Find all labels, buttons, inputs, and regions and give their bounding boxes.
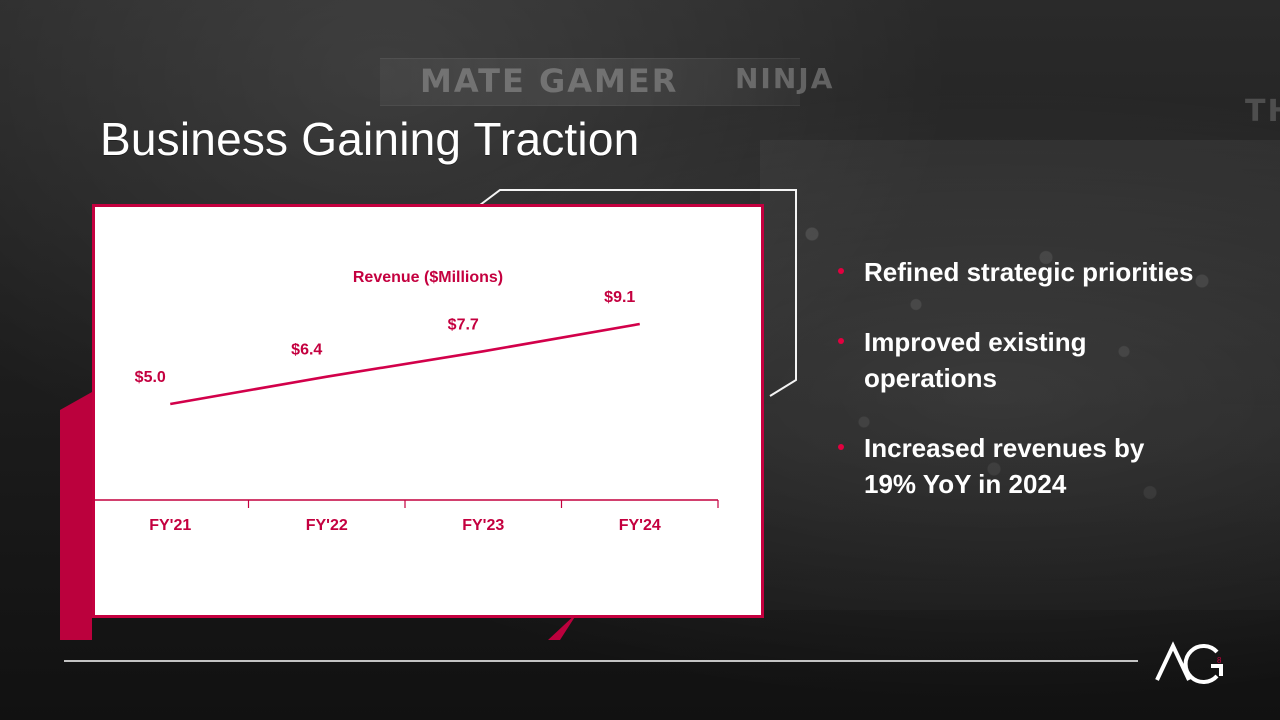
data-label: $5.0 (135, 369, 166, 386)
x-axis-tick-labels: FY'21 FY'22 FY'23 FY'24 (149, 517, 661, 534)
x-axis-tick-label: FY'21 (149, 517, 191, 534)
x-axis-ticks (92, 500, 719, 508)
x-axis-tick-label: FY'24 (619, 517, 661, 534)
page-number: 8 (1217, 656, 1222, 665)
bullet-dot-icon (838, 338, 844, 344)
x-axis-tick-label: FY'23 (462, 517, 504, 534)
bullet-dot-icon (838, 268, 844, 274)
bullet-item: Refined strategic priorities (838, 254, 1198, 290)
data-labels: $5.0 $6.4 $7.7 $9.1 (135, 289, 636, 386)
bullet-text: Refined strategic priorities (864, 257, 1194, 287)
bullet-item: Increased revenues by 19% YoY in 2024 (838, 430, 1198, 502)
bullet-text: Increased revenues by 19% YoY in 2024 (864, 433, 1145, 499)
background-crowd (760, 140, 1280, 610)
ac-logo-icon: 8 (1155, 641, 1223, 684)
data-label: $6.4 (291, 342, 322, 359)
revenue-line-chart: Revenue ($Millions) FY'21 FY'22 FY'23 FY'24… (92, 269, 719, 534)
bullet-dot-icon (838, 444, 844, 450)
revenue-series-line (170, 322, 640, 406)
key-points-list: Refined strategic priorities Improved ex… (838, 254, 1198, 536)
background-sign-text: MATE GAMER (420, 62, 679, 100)
data-label: $9.1 (604, 289, 635, 306)
x-axis-tick-label: FY'22 (306, 517, 348, 534)
background-sign-text: NINJA (735, 62, 835, 95)
background-signage (380, 58, 800, 106)
chart-card (92, 204, 764, 618)
chart-title: Revenue ($Millions) (353, 269, 503, 286)
data-label: $7.7 (448, 316, 479, 333)
background-sign-text: TH (1245, 94, 1280, 129)
footer-divider (64, 660, 1138, 662)
slide-title: Business Gaining Traction (100, 113, 640, 165)
bullet-text: Improved existing operations (864, 327, 1087, 393)
bullet-item: Improved existing operations (838, 324, 1198, 396)
